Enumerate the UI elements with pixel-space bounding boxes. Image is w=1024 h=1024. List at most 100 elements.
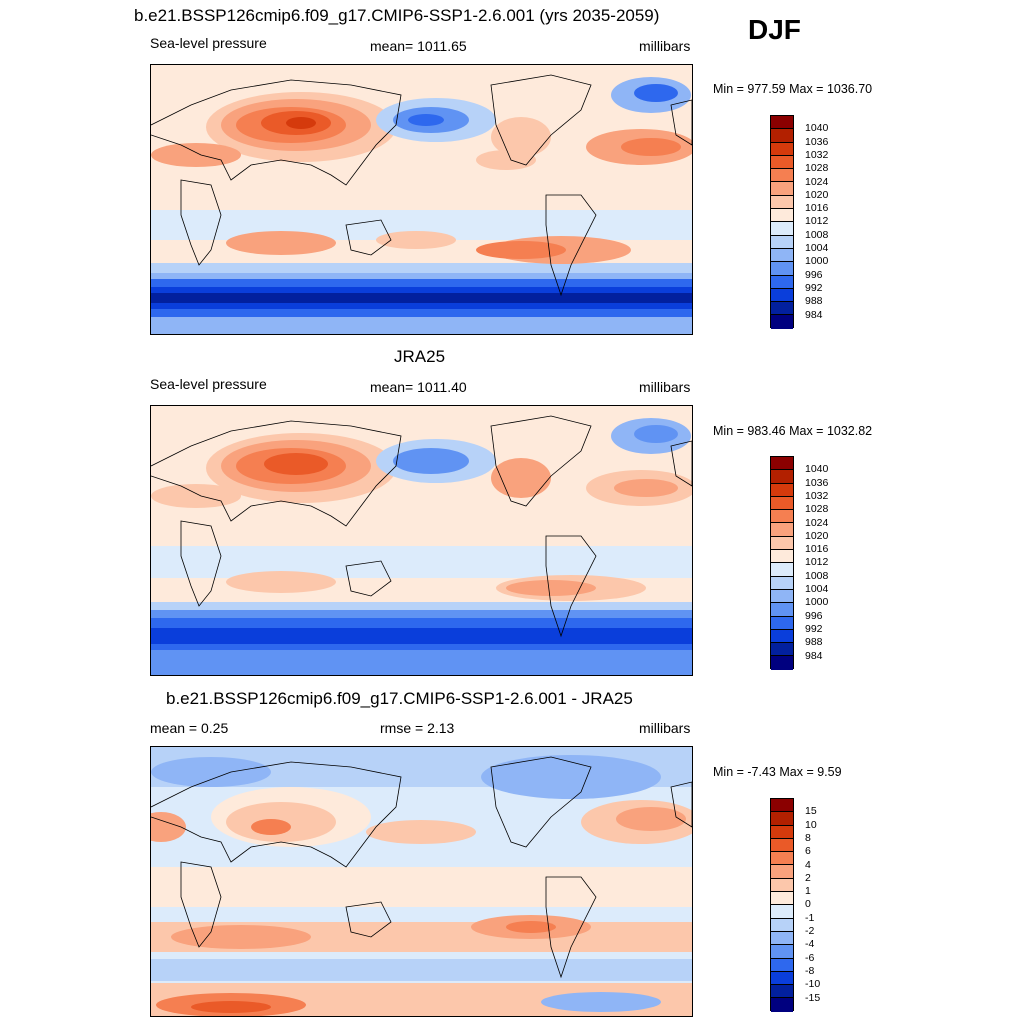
colorbar-tick-label: 1036 (805, 135, 829, 148)
panel2-map (150, 405, 693, 676)
colorbar-cell (771, 182, 793, 196)
colorbar-tick-label: 1032 (805, 148, 829, 161)
colorbar-tick-label: 1008 (805, 228, 829, 241)
colorbar-cell (771, 892, 793, 906)
season-label: DJF (748, 14, 801, 45)
colorbar-cell (771, 222, 793, 236)
panel1-variable-label: Sea-level pressure (150, 35, 267, 51)
colorbar-tick-label: 8 (805, 831, 811, 844)
colorbar-tick-label: 1008 (805, 569, 829, 582)
colorbar-tick-label: -8 (805, 964, 815, 977)
colorbar-cell (771, 931, 793, 946)
panel3-minmax-label: Min = -7.43 Max = 9.59 (713, 765, 842, 779)
panel1-colorbar (770, 115, 794, 329)
colorbar-tick-label: 4 (805, 858, 811, 871)
colorbar-tick-label: -1 (805, 911, 815, 924)
colorbar-cell (771, 209, 793, 223)
colorbar-cell (771, 576, 793, 590)
colorbar-cell (771, 523, 793, 537)
colorbar-tick-label: 1036 (805, 476, 829, 489)
colorbar-cell (771, 918, 793, 932)
colorbar-tick-label: -6 (805, 951, 815, 964)
colorbar-tick-label: 988 (805, 295, 823, 308)
colorbar-tick-label: 1016 (805, 543, 829, 556)
panel2-variable-label: Sea-level pressure (150, 376, 267, 392)
colorbar-cell (771, 315, 793, 329)
colorbar-tick-label: 1012 (805, 215, 829, 228)
colorbar-tick-label: 1020 (805, 529, 829, 542)
panel2-title: JRA25 (394, 347, 446, 366)
colorbar-tick-label: 10 (805, 818, 817, 831)
colorbar-cell (771, 510, 793, 524)
colorbar-cell (771, 169, 793, 183)
colorbar-cell (771, 483, 793, 497)
colorbar-cell (771, 656, 793, 670)
panel3-rmse-label: rmse = 2.13 (380, 720, 455, 736)
colorbar-cell (771, 275, 793, 289)
colorbar-cell (771, 825, 793, 839)
colorbar-cell (771, 496, 793, 511)
colorbar-cell (771, 248, 793, 263)
colorbar-cell (771, 643, 793, 657)
colorbar-tick-label: -10 (805, 978, 821, 991)
colorbar-cell (771, 288, 793, 303)
panel1-units-label: millibars (639, 38, 691, 54)
colorbar-tick-label: 6 (805, 845, 811, 858)
colorbar-cell (771, 195, 793, 210)
colorbar-cell (771, 116, 793, 130)
panel1-title: b.e21.BSSP126cmip6.f09_g17.CMIP6-SSP1-2.… (134, 6, 660, 25)
colorbar-tick-label: 2 (805, 871, 811, 884)
colorbar-tick-label: 1000 (805, 596, 829, 609)
colorbar-tick-label: 992 (805, 281, 823, 294)
colorbar-tick-label: 0 (805, 898, 811, 911)
colorbar-tick-label: 15 (805, 805, 817, 818)
colorbar-tick-label: 1028 (805, 503, 829, 516)
colorbar-tick-label: 996 (805, 268, 823, 281)
panel3-units-label: millibars (639, 720, 691, 736)
panel3-title: b.e21.BSSP126cmip6.f09_g17.CMIP6-SSP1-2.… (166, 689, 633, 708)
colorbar-cell (771, 852, 793, 866)
colorbar-cell (771, 235, 793, 249)
colorbar-tick-label: -15 (805, 991, 821, 1004)
colorbar-tick-label: -2 (805, 925, 815, 937)
colorbar-cell (771, 603, 793, 617)
colorbar-tick-label: 1040 (805, 122, 829, 135)
panel3-map (150, 746, 693, 1017)
colorbar-cell (771, 470, 793, 484)
colorbar-cell (771, 589, 793, 604)
colorbar-cell (771, 998, 793, 1012)
colorbar-tick-label: 1000 (805, 255, 829, 268)
colorbar-cell (771, 550, 793, 564)
panel2-mean-label: mean= 1011.40 (370, 379, 467, 395)
colorbar-cell (771, 865, 793, 879)
colorbar-cell (771, 945, 793, 959)
colorbar-cell (771, 971, 793, 986)
colorbar-tick-label: 1016 (805, 202, 829, 215)
colorbar-cell (771, 457, 793, 471)
colorbar-tick-label: 996 (805, 609, 823, 622)
colorbar-tick-label: 1020 (805, 188, 829, 201)
colorbar-tick-label: 1012 (805, 556, 829, 569)
colorbar-cell (771, 616, 793, 630)
colorbar-cell (771, 958, 793, 972)
panel1-mean-label: mean= 1011.65 (370, 38, 467, 54)
colorbar-cell (771, 838, 793, 853)
panel3-colorbar (770, 798, 794, 1012)
colorbar-tick-label: 1024 (805, 516, 829, 529)
colorbar-tick-label: 984 (805, 308, 823, 321)
colorbar-cell (771, 629, 793, 644)
colorbar-cell (771, 142, 793, 156)
colorbar-cell (771, 262, 793, 276)
colorbar-tick-label: 1032 (805, 489, 829, 502)
colorbar-tick-label: 984 (805, 649, 823, 662)
colorbar-cell (771, 129, 793, 143)
colorbar-cell (771, 905, 793, 919)
panel2-minmax-label: Min = 983.46 Max = 1032.82 (713, 424, 873, 438)
colorbar-tick-label: 1040 (805, 463, 829, 476)
panel3-mean-label: mean = 0.25 (150, 720, 229, 736)
colorbar-tick-label: 1 (805, 885, 811, 898)
colorbar-cell (771, 812, 793, 826)
panel2-units-label: millibars (639, 379, 691, 395)
colorbar-tick-label: 992 (805, 622, 823, 635)
colorbar-tick-label: 1004 (805, 242, 829, 254)
